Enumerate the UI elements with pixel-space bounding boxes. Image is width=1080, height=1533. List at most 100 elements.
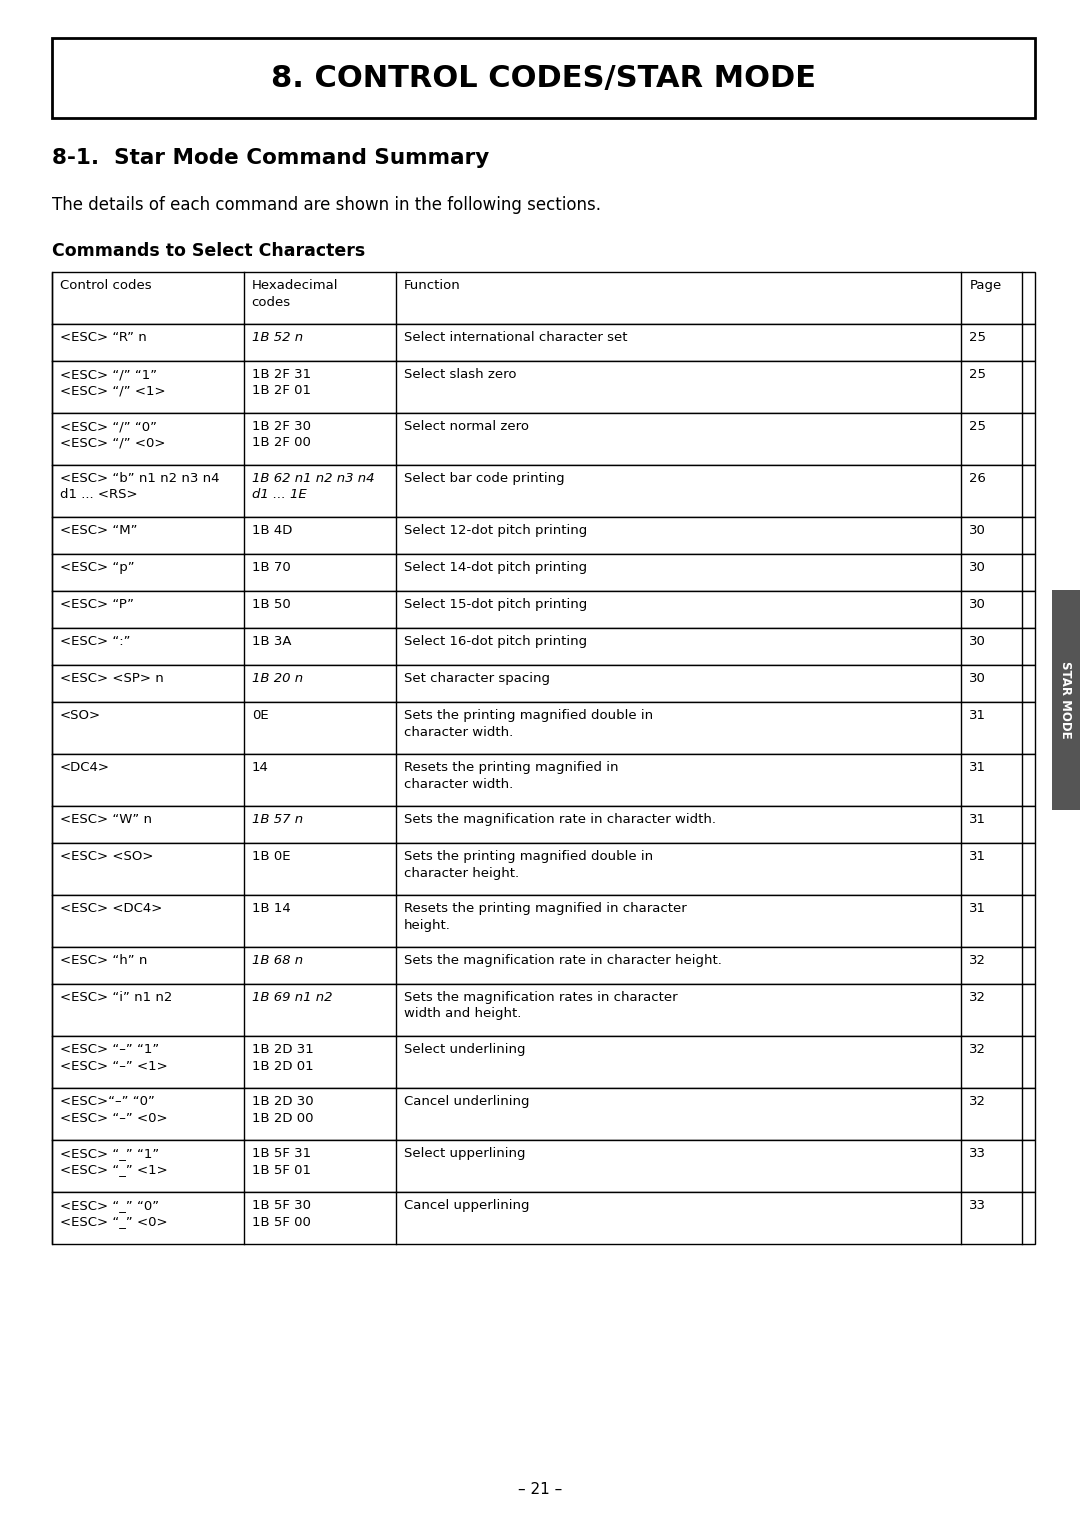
- Text: 1B 2D 30
1B 2D 00: 1B 2D 30 1B 2D 00: [252, 1095, 313, 1125]
- Text: <DC4>: <DC4>: [60, 760, 110, 774]
- Bar: [52, 895, 1035, 947]
- Text: Select upperlining: Select upperlining: [404, 1147, 526, 1160]
- Text: 30: 30: [969, 635, 986, 648]
- Bar: [52, 754, 1035, 806]
- Bar: [52, 38, 1035, 118]
- Text: 1B 69 n1 n2: 1B 69 n1 n2: [252, 990, 333, 1004]
- Text: Select 14-dot pitch printing: Select 14-dot pitch printing: [404, 561, 588, 573]
- Text: 31: 31: [969, 812, 986, 826]
- Text: <ESC> <SO>: <ESC> <SO>: [60, 849, 153, 863]
- Bar: [52, 360, 1035, 412]
- Text: Sets the magnification rates in character
width and height.: Sets the magnification rates in characte…: [404, 990, 677, 1021]
- Text: 26: 26: [969, 472, 986, 484]
- Bar: [52, 806, 1035, 843]
- Text: Resets the printing magnified in character
height.: Resets the printing magnified in charact…: [404, 901, 687, 932]
- Bar: [52, 271, 1035, 323]
- Text: <ESC> “b” n1 n2 n3 n4
d1 ... <RS>: <ESC> “b” n1 n2 n3 n4 d1 ... <RS>: [60, 472, 219, 501]
- Bar: [52, 1193, 1035, 1243]
- Text: 30: 30: [969, 671, 986, 685]
- Bar: [52, 629, 1035, 665]
- Text: 30: 30: [969, 598, 986, 612]
- Text: Select normal zero: Select normal zero: [404, 420, 529, 432]
- Text: The details of each command are shown in the following sections.: The details of each command are shown in…: [52, 196, 600, 215]
- Text: Select slash zero: Select slash zero: [404, 368, 516, 382]
- Text: 14: 14: [252, 760, 269, 774]
- Text: 1B 5F 30
1B 5F 00: 1B 5F 30 1B 5F 00: [252, 1199, 311, 1228]
- Bar: [52, 984, 1035, 1036]
- Text: <SO>: <SO>: [60, 708, 102, 722]
- Text: Cancel underlining: Cancel underlining: [404, 1095, 529, 1108]
- Text: <ESC> “P”: <ESC> “P”: [60, 598, 134, 612]
- Text: Function: Function: [404, 279, 461, 291]
- Text: <ESC> “:”: <ESC> “:”: [60, 635, 131, 648]
- Text: 1B 2F 31
1B 2F 01: 1B 2F 31 1B 2F 01: [252, 368, 311, 397]
- Text: <ESC> “/” “0”
<ESC> “/” <0>: <ESC> “/” “0” <ESC> “/” <0>: [60, 420, 165, 449]
- Text: Select 12-dot pitch printing: Select 12-dot pitch printing: [404, 524, 588, 537]
- Text: <ESC> “_” “1”
<ESC> “_” <1>: <ESC> “_” “1” <ESC> “_” <1>: [60, 1147, 167, 1176]
- Text: Page: Page: [969, 279, 1001, 291]
- Text: 31: 31: [969, 708, 986, 722]
- Text: 1B 62 n1 n2 n3 n4
d1 ... 1E: 1B 62 n1 n2 n3 n4 d1 ... 1E: [252, 472, 374, 501]
- Bar: [52, 1036, 1035, 1088]
- Text: <ESC> “–” “1”
<ESC> “–” <1>: <ESC> “–” “1” <ESC> “–” <1>: [60, 1042, 167, 1073]
- Bar: [52, 1141, 1035, 1193]
- Bar: [1052, 590, 1080, 809]
- Text: 32: 32: [969, 1042, 986, 1056]
- Bar: [52, 702, 1035, 754]
- Text: 1B 3A: 1B 3A: [252, 635, 292, 648]
- Text: 32: 32: [969, 954, 986, 967]
- Text: <ESC> “i” n1 n2: <ESC> “i” n1 n2: [60, 990, 173, 1004]
- Text: 1B 20 n: 1B 20 n: [252, 671, 302, 685]
- Text: Hexadecimal
codes: Hexadecimal codes: [252, 279, 338, 308]
- Text: Cancel upperlining: Cancel upperlining: [404, 1199, 529, 1213]
- Text: <ESC> “p”: <ESC> “p”: [60, 561, 135, 573]
- Text: 30: 30: [969, 524, 986, 537]
- Text: <ESC> “W” n: <ESC> “W” n: [60, 812, 152, 826]
- Text: 31: 31: [969, 760, 986, 774]
- Bar: [52, 323, 1035, 360]
- Bar: [52, 464, 1035, 517]
- Text: 1B 50: 1B 50: [252, 598, 291, 612]
- Bar: [52, 843, 1035, 895]
- Text: <ESC> “/” “1”
<ESC> “/” <1>: <ESC> “/” “1” <ESC> “/” <1>: [60, 368, 165, 397]
- Bar: [52, 947, 1035, 984]
- Text: Sets the printing magnified double in
character height.: Sets the printing magnified double in ch…: [404, 849, 653, 880]
- Text: Commands to Select Characters: Commands to Select Characters: [52, 242, 365, 261]
- Text: <ESC> “_” “0”
<ESC> “_” <0>: <ESC> “_” “0” <ESC> “_” <0>: [60, 1199, 167, 1228]
- Bar: [52, 517, 1035, 553]
- Text: 1B 68 n: 1B 68 n: [252, 954, 302, 967]
- Bar: [52, 553, 1035, 592]
- Text: <ESC> “M”: <ESC> “M”: [60, 524, 137, 537]
- Text: 25: 25: [969, 331, 986, 343]
- Text: 33: 33: [969, 1199, 986, 1213]
- Text: Select 15-dot pitch printing: Select 15-dot pitch printing: [404, 598, 588, 612]
- Text: 33: 33: [969, 1147, 986, 1160]
- Text: Select international character set: Select international character set: [404, 331, 627, 343]
- Bar: [52, 592, 1035, 629]
- Text: 0E: 0E: [252, 708, 268, 722]
- Text: 32: 32: [969, 1095, 986, 1108]
- Text: 25: 25: [969, 420, 986, 432]
- Text: <ESC> <SP> n: <ESC> <SP> n: [60, 671, 164, 685]
- Bar: [52, 412, 1035, 464]
- Text: 1B 14: 1B 14: [252, 901, 291, 915]
- Bar: [52, 665, 1035, 702]
- Text: Resets the printing magnified in
character width.: Resets the printing magnified in charact…: [404, 760, 619, 791]
- Text: 1B 52 n: 1B 52 n: [252, 331, 302, 343]
- Text: <ESC> “R” n: <ESC> “R” n: [60, 331, 147, 343]
- Text: 1B 70: 1B 70: [252, 561, 291, 573]
- Text: STAR MODE: STAR MODE: [1059, 661, 1072, 739]
- Text: Sets the magnification rate in character height.: Sets the magnification rate in character…: [404, 954, 721, 967]
- Text: 1B 57 n: 1B 57 n: [252, 812, 302, 826]
- Text: Set character spacing: Set character spacing: [404, 671, 550, 685]
- Text: 1B 5F 31
1B 5F 01: 1B 5F 31 1B 5F 01: [252, 1147, 311, 1176]
- Text: 8. CONTROL CODES/STAR MODE: 8. CONTROL CODES/STAR MODE: [271, 63, 816, 92]
- Text: 25: 25: [969, 368, 986, 382]
- Text: – 21 –: – 21 –: [518, 1482, 562, 1498]
- Text: Sets the magnification rate in character width.: Sets the magnification rate in character…: [404, 812, 716, 826]
- Text: 30: 30: [969, 561, 986, 573]
- Text: 1B 0E: 1B 0E: [252, 849, 291, 863]
- Text: <ESC>“–” “0”
<ESC> “–” <0>: <ESC>“–” “0” <ESC> “–” <0>: [60, 1095, 167, 1125]
- Text: Sets the printing magnified double in
character width.: Sets the printing magnified double in ch…: [404, 708, 653, 739]
- Text: 31: 31: [969, 849, 986, 863]
